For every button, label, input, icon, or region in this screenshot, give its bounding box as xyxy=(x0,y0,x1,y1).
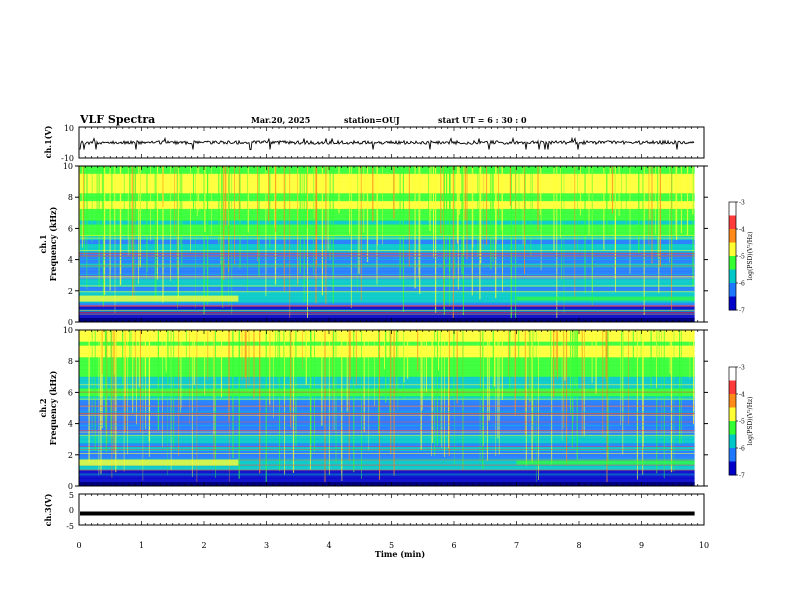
ch2-spectrogram-image xyxy=(79,330,704,487)
x-axis-label: Time (min) xyxy=(375,549,425,559)
ch2-spec-label-2: Frequency (kHz) xyxy=(48,370,58,445)
cb1-label: log(PSD)(V²/Hz) xyxy=(747,232,754,281)
yt1-tick-4: 8 xyxy=(68,193,73,202)
ch2-spec-label-1: ch.2 xyxy=(38,398,48,417)
x-tick-1: 1 xyxy=(139,541,144,550)
x-tick-8: 8 xyxy=(576,541,581,550)
ch2-colorbar: -3 -4 -5 -6 -7 log(PSD)(V²/Hz) xyxy=(728,365,754,480)
ch1-spectrogram-panel: 0 2 4 6 8 10 ch.1 Frequency (kHz) xyxy=(38,162,708,327)
ch1-spec-label-1: ch.1 xyxy=(38,234,48,253)
x-tick-4: 4 xyxy=(326,541,331,550)
cb1-tick-1: -4 xyxy=(739,227,745,234)
yt1-tick-3: 6 xyxy=(68,224,73,233)
ch1-waveform-panel: 10 -10 ch.1(V) xyxy=(43,124,705,163)
yt2-tick-4: 8 xyxy=(68,357,73,366)
ch3-y-tick-mid: 0 xyxy=(69,506,74,515)
chart-title: VLF Spectra xyxy=(80,113,156,126)
x-tick-7: 7 xyxy=(514,541,519,550)
ch3-y-tick-top: 5 xyxy=(69,491,74,500)
date-label: Mar.20, 2025 xyxy=(251,115,311,125)
ch1-y-label: ch.1(V) xyxy=(43,125,53,158)
x-tick-3: 3 xyxy=(264,541,269,550)
yt2-tick-0: 0 xyxy=(68,482,73,491)
x-tick-6: 6 xyxy=(451,541,456,550)
yt1-tick-0: 0 xyxy=(68,318,73,327)
ch3-y-tick-bottom: -5 xyxy=(66,522,74,531)
cb1-tick-0: -3 xyxy=(739,200,745,207)
yt2-tick-2: 4 xyxy=(68,420,73,429)
ch2-spectrogram-panel: 0 2 4 6 8 10 ch.2 Frequency (kHz) xyxy=(38,326,708,491)
station-label: station=OUJ xyxy=(344,115,400,125)
ch1-spectrogram-image xyxy=(78,166,704,323)
ch3-y-label: ch.3(V) xyxy=(43,493,53,526)
ch1-waveform-trace xyxy=(79,136,695,150)
cb2-tick-0: -3 xyxy=(739,365,745,372)
x-tick-5: 5 xyxy=(389,541,394,550)
start-time-label: start UT = 6 : 30 : 0 xyxy=(438,115,527,125)
x-tick-10: 10 xyxy=(699,541,709,550)
ch1-y-tick-top: 10 xyxy=(64,124,74,133)
yt2-tick-5: 10 xyxy=(63,326,73,335)
cb2-tick-4: -7 xyxy=(739,473,745,480)
ch1-y-tick-bottom: -10 xyxy=(61,154,74,163)
cb2-tick-1: -4 xyxy=(739,392,745,399)
time-axis: 0 1 2 3 4 5 6 7 8 9 10 xyxy=(76,127,709,550)
ch3-waveform-panel: 5 0 -5 ch.3(V) xyxy=(43,491,705,531)
cb1-tick-3: -6 xyxy=(739,281,745,288)
cb1-tick-4: -7 xyxy=(739,308,745,315)
ch3-waveform-frame xyxy=(78,493,705,526)
ch1-spec-label-2: Frequency (kHz) xyxy=(48,206,58,281)
yt2-tick-3: 6 xyxy=(68,388,73,397)
cb2-tick-3: -6 xyxy=(739,446,745,453)
x-tick-9: 9 xyxy=(639,541,644,550)
x-tick-0: 0 xyxy=(76,541,81,550)
yt1-tick-1: 2 xyxy=(68,287,73,296)
cb2-label: log(PSD)(V²/Hz) xyxy=(747,397,754,446)
cb2-tick-2: -5 xyxy=(739,419,745,426)
yt2-tick-1: 2 xyxy=(68,451,73,460)
x-tick-2: 2 xyxy=(201,541,206,550)
ch1-colorbar: -3 -4 -5 -6 -7 log(PSD)(V²/Hz) xyxy=(728,200,754,315)
cb1-tick-2: -5 xyxy=(739,254,745,261)
yt1-tick-5: 10 xyxy=(63,162,73,171)
yt1-tick-2: 4 xyxy=(68,256,73,265)
